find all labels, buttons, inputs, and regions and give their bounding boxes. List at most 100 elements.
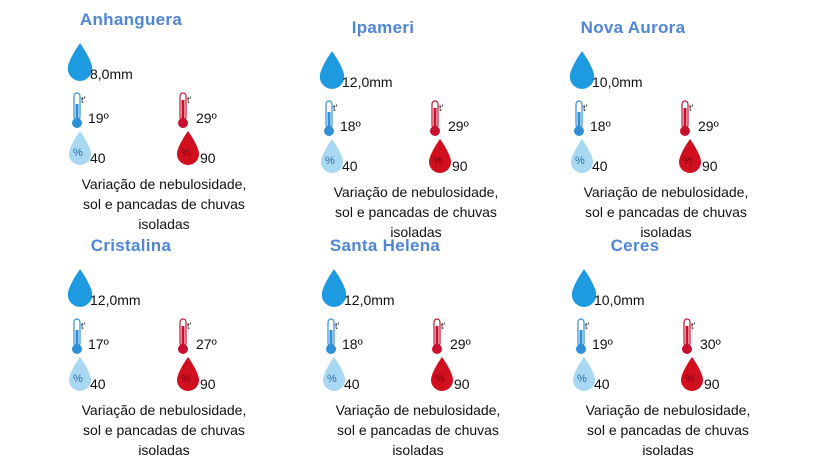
rain-amount: 10,0mm xyxy=(592,74,643,90)
thermo-label: t' xyxy=(691,321,696,331)
humidity-symbol: % xyxy=(575,155,585,167)
city-name: Santa Helena xyxy=(329,236,441,255)
forecast-description: Variação de nebulosidade, sol e pancadas… xyxy=(318,400,518,460)
temp-min: 17º xyxy=(88,336,109,352)
city-forecast: Santa Helena 12,0mm t' 18º t' 29º % 40 % xyxy=(320,236,550,458)
humidity-high-icon: % xyxy=(431,357,453,391)
humidity-low-icon: % xyxy=(571,139,593,173)
description-line: sol e pancadas de chuvas xyxy=(83,422,245,438)
humidity-symbol: % xyxy=(181,147,191,159)
forecast-description: Variação de nebulosidade, sol e pancadas… xyxy=(568,400,768,460)
description-line: Variação de nebulosidade, xyxy=(81,402,247,418)
temp-max: 30º xyxy=(700,336,721,352)
city-forecast: Ceres 10,0mm t' 19º t' 30º % 40 % 90 xyxy=(570,236,800,458)
thermo-label: t' xyxy=(583,103,588,113)
description-line: sol e pancadas de chuvas xyxy=(585,204,747,220)
description-line: sol e pancadas de chuvas xyxy=(337,422,499,438)
humidity-symbol: % xyxy=(325,155,335,167)
temp-min: 18º xyxy=(590,118,611,134)
description-line: Variação de nebulosidade, xyxy=(81,176,247,192)
forecast-description: Variação de nebulosidade, sol e pancadas… xyxy=(566,182,766,242)
humidity-max: 90 xyxy=(200,376,216,392)
forecast-description: Variação de nebulosidade, sol e pancadas… xyxy=(64,400,264,460)
thermo-label: t' xyxy=(441,321,446,331)
thermo-label: t' xyxy=(81,95,86,105)
temp-max: 27º xyxy=(196,336,217,352)
humidity-symbol: % xyxy=(577,373,587,385)
humidity-symbol: % xyxy=(433,155,443,167)
thermo-label: t' xyxy=(187,321,192,331)
thermo-label: t' xyxy=(81,321,86,331)
description-line: Variação de nebulosidade, xyxy=(333,184,499,200)
city-forecast: Cristalina 12,0mm t' 17º t' 27º % 40 % xyxy=(66,236,296,458)
temp-max: 29º xyxy=(450,336,471,352)
humidity-high-icon: % xyxy=(429,139,451,173)
humidity-symbol: % xyxy=(685,373,695,385)
description-line: sol e pancadas de chuvas xyxy=(587,422,749,438)
rain-drop-icon xyxy=(569,51,595,89)
humidity-max: 90 xyxy=(704,376,720,392)
humidity-symbol: % xyxy=(181,373,191,385)
humidity-symbol: % xyxy=(73,373,83,385)
humidity-low-icon: % xyxy=(321,139,343,173)
thermometer-cold-icon: t' xyxy=(574,100,588,136)
humidity-low-icon: % xyxy=(69,131,91,165)
thermometer-cold-icon: t' xyxy=(326,318,340,354)
humidity-min: 40 xyxy=(90,376,106,392)
rain-amount: 8,0mm xyxy=(90,66,133,82)
humidity-symbol: % xyxy=(683,155,693,167)
description-line: isoladas xyxy=(138,442,190,458)
rain-amount: 12,0mm xyxy=(344,292,395,308)
city-forecast: Anhanguera 8,0mm t' 19º t' 29º % 40 % xyxy=(66,10,296,232)
thermometer-hot-icon: t' xyxy=(178,318,192,354)
humidity-min: 40 xyxy=(344,376,360,392)
city-name: Anhanguera xyxy=(79,10,183,29)
description-line: Variação de nebulosidade, xyxy=(335,402,501,418)
thermometer-hot-icon: t' xyxy=(178,92,192,128)
city-name: Cristalina xyxy=(90,236,172,255)
description-line: isoladas xyxy=(642,442,694,458)
temp-max: 29º xyxy=(448,118,469,134)
humidity-high-icon: % xyxy=(177,357,199,391)
city-forecast: Nova Aurora 10,0mm t' 18º t' 29º % 40 % xyxy=(568,18,798,240)
humidity-min: 40 xyxy=(594,376,610,392)
rain-drop-icon xyxy=(319,51,345,89)
humidity-high-icon: % xyxy=(177,131,199,165)
city-forecast: Ipameri 12,0mm t' 18º t' 29º % 40 % 90 xyxy=(318,18,548,240)
rain-drop-icon xyxy=(571,269,597,307)
humidity-low-icon: % xyxy=(69,357,91,391)
humidity-min: 40 xyxy=(342,158,358,174)
rain-amount: 10,0mm xyxy=(594,292,645,308)
thermo-label: t' xyxy=(439,103,444,113)
thermo-label: t' xyxy=(585,321,590,331)
description-line: isoladas xyxy=(138,216,190,232)
thermometer-cold-icon: t' xyxy=(324,100,338,136)
thermo-label: t' xyxy=(689,103,694,113)
temp-min: 18º xyxy=(340,118,361,134)
rain-drop-icon xyxy=(67,43,93,81)
temp-max: 29º xyxy=(698,118,719,134)
humidity-max: 90 xyxy=(454,376,470,392)
humidity-min: 40 xyxy=(90,150,106,166)
forecast-description: Variação de nebulosidade, sol e pancadas… xyxy=(316,182,516,242)
humidity-low-icon: % xyxy=(573,357,595,391)
description-line: isoladas xyxy=(392,442,444,458)
humidity-low-icon: % xyxy=(323,357,345,391)
rain-amount: 12,0mm xyxy=(342,74,393,90)
thermo-label: t' xyxy=(187,95,192,105)
thermometer-hot-icon: t' xyxy=(680,100,694,136)
thermo-label: t' xyxy=(333,103,338,113)
description-line: sol e pancadas de chuvas xyxy=(83,196,245,212)
description-line: sol e pancadas de chuvas xyxy=(335,204,497,220)
humidity-symbol: % xyxy=(327,373,337,385)
humidity-max: 90 xyxy=(702,158,718,174)
temp-max: 29º xyxy=(196,110,217,126)
humidity-symbol: % xyxy=(73,147,83,159)
thermometer-hot-icon: t' xyxy=(432,318,446,354)
description-line: Variação de nebulosidade, xyxy=(585,402,751,418)
forecast-description: Variação de nebulosidade, sol e pancadas… xyxy=(64,174,264,234)
thermometer-hot-icon: t' xyxy=(682,318,696,354)
rain-drop-icon xyxy=(67,269,93,307)
city-name: Ipameri xyxy=(351,18,415,37)
humidity-high-icon: % xyxy=(681,357,703,391)
